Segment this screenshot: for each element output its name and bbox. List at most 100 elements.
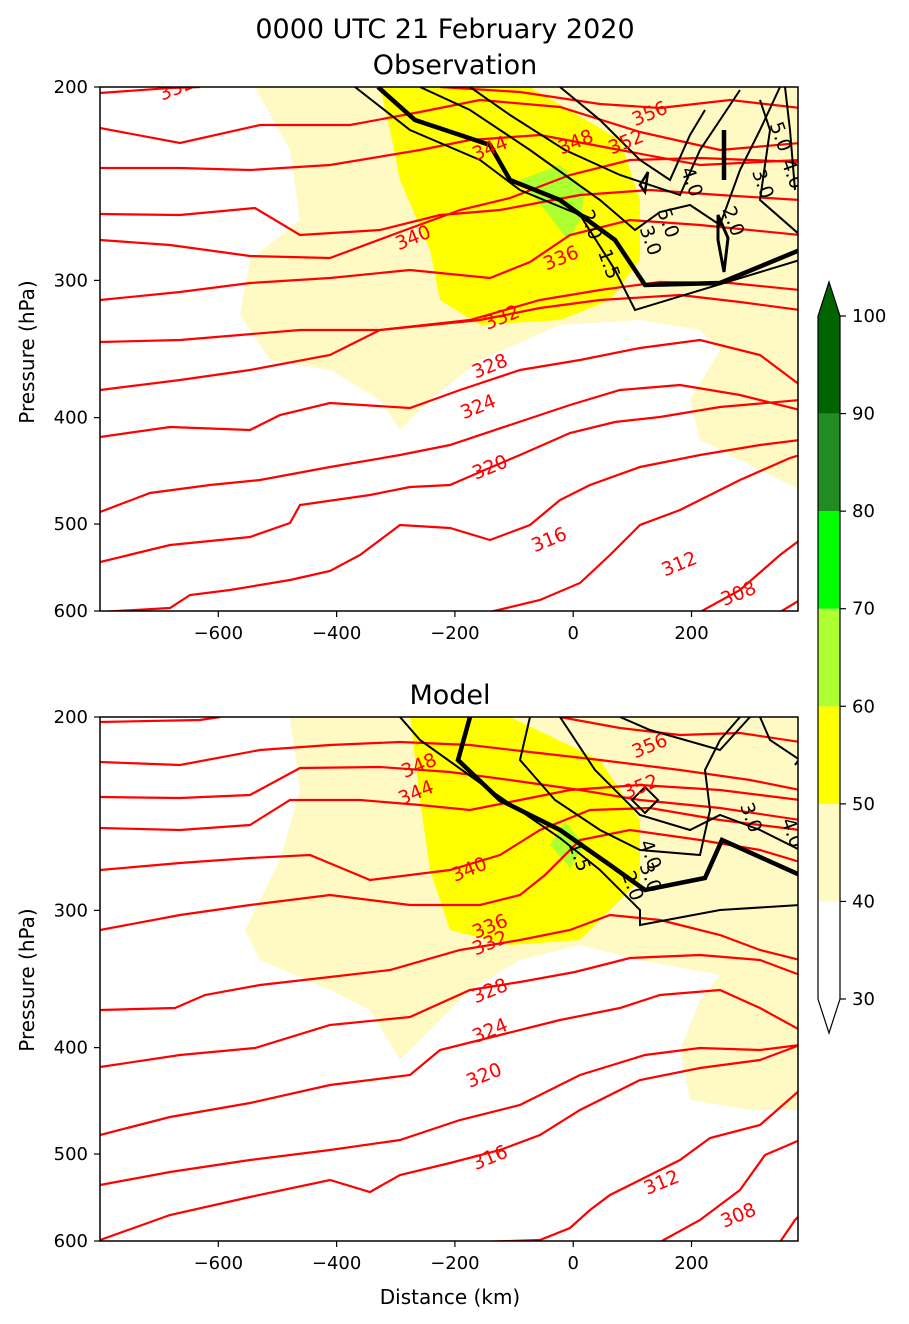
model-theta-340 [100, 783, 798, 832]
obs-pv-labels: 4.05.03.04.02.02.01.53.05.0 [575, 119, 798, 282]
obs-theta-332 [100, 218, 798, 302]
colorbar-segment [818, 901, 840, 999]
obs-pv-2-closed [716, 214, 730, 273]
model-ylabel: Pressure (hPa) [15, 908, 39, 1051]
colorbar-tick-label: 60 [852, 696, 875, 717]
obs-pv-3-right [758, 99, 798, 235]
obs-theta-296 [779, 599, 798, 611]
model-theta-356 [559, 717, 798, 743]
model-pv-contours [399, 717, 798, 927]
model-theta-328 [100, 913, 798, 1012]
obs-xtick-label: −200 [430, 623, 479, 644]
colorbar-ticks: 30 40 50 60 70 80 90 100 [840, 306, 886, 1010]
model-theta-312 [100, 1044, 798, 1241]
colorbar-tick-label: 70 [852, 599, 875, 620]
colorbar-tick-label: 100 [852, 306, 886, 327]
obs-xtick-label: 0 [567, 623, 578, 644]
obs-xtick-label: −400 [312, 623, 361, 644]
colorbar-tick-label: 80 [852, 501, 875, 522]
obs-theta-348 [100, 98, 798, 152]
model-theta-352 [100, 717, 221, 724]
model-xtick-label: 200 [674, 1253, 708, 1274]
colorbar: 30 40 50 60 70 80 90 100 [817, 280, 886, 1035]
model-xlabel: Distance (km) [380, 1285, 520, 1309]
model-xtick-label: −400 [312, 1253, 361, 1274]
model-x-axis: −600 −400 −200 0 200 [194, 1241, 709, 1274]
model-pv-closed [630, 785, 660, 815]
obs-theta-316 [100, 383, 798, 514]
model-ytick-label: 500 [54, 1144, 88, 1165]
model-theta-332 [100, 828, 798, 932]
colorbar-extend-min [818, 999, 840, 1033]
panel-title-observation: Observation [373, 50, 537, 81]
colorbar-segment [818, 316, 840, 414]
obs-xtick-label: 200 [674, 623, 708, 644]
colorbar-segments [817, 280, 841, 1035]
colorbar-tick-label: 90 [852, 404, 875, 425]
obs-theta-308 [100, 439, 798, 611]
obs-theta-336 [100, 156, 798, 260]
model-ytick-label: 600 [54, 1231, 88, 1252]
colorbar-tick-label: 50 [852, 794, 875, 815]
obs-theta-340 [100, 188, 798, 237]
model-xtick-label: 0 [567, 1253, 578, 1274]
model-y-axis: 200 300 400 500 600 [54, 707, 100, 1252]
obs-theta-label: 320 [469, 451, 511, 485]
model-theta-label: 316 [469, 1141, 511, 1175]
obs-pv-2-small [638, 171, 650, 196]
colorbar-tick-label: 40 [852, 891, 875, 912]
model-plot-area: 356348352344340336332328324320316312308 … [100, 717, 798, 1241]
obs-theta-324 [100, 293, 798, 392]
model-ytick-label: 300 [54, 900, 88, 921]
model-theta-308 [479, 1090, 798, 1241]
obs-x-axis: −600 −400 −200 0 200 [194, 611, 709, 644]
obs-ytick-label: 400 [54, 408, 88, 429]
model-pv-2-thick [455, 717, 798, 893]
colorbar-extend-max [818, 282, 840, 316]
obs-theta-label: 312 [658, 547, 700, 581]
model-ytick-label: 400 [54, 1038, 88, 1059]
model-frame [99, 716, 799, 1242]
model-pv-1.5 [399, 717, 798, 927]
model-theta-label: 312 [641, 1166, 683, 1200]
model-pv-5 [619, 717, 751, 752]
obs-theta-label: 316 [528, 523, 570, 557]
obs-xtick-label: −600 [194, 623, 243, 644]
model-xtick-label: −600 [194, 1253, 243, 1274]
obs-ylabel: Pressure (hPa) [15, 280, 39, 423]
panel-title-model: Model [409, 680, 490, 711]
figure-title: 0000 UTC 21 February 2020 [255, 14, 634, 45]
panel-model: 356348352344340336332328324320316312308 … [15, 707, 799, 1309]
model-theta-320 [100, 988, 798, 1137]
obs-theta-304 [489, 454, 798, 611]
colorbar-segment [818, 511, 840, 609]
model-theta-316 [100, 1044, 798, 1187]
obs-pv-4 [469, 87, 741, 197]
obs-pv-2-thick [376, 87, 798, 288]
obs-pv-3 [419, 87, 781, 232]
model-theta-label: 324 [469, 1014, 511, 1048]
colorbar-segment [818, 803, 840, 902]
model-pv-3 [518, 717, 741, 857]
model-theta-348 [100, 740, 798, 791]
obs-theta-label: 308 [718, 577, 760, 611]
colorbar-tick-label: 30 [852, 989, 875, 1010]
model-theta-300 [779, 1215, 798, 1241]
model-pv-4 [559, 717, 798, 851]
model-theta-324 [100, 953, 798, 1069]
colorbar-segment [818, 608, 840, 707]
obs-ytick-label: 600 [54, 601, 88, 622]
obs-theta-320 [100, 338, 798, 439]
obs-pv-4-right [784, 87, 796, 191]
model-theta-contours [100, 717, 798, 1241]
obs-ytick-label: 500 [54, 514, 88, 535]
model-theta-label: 320 [463, 1059, 505, 1093]
model-theta-336 [100, 806, 798, 882]
model-ytick-label: 200 [54, 707, 88, 728]
obs-frame [99, 86, 799, 612]
colorbar-segment [818, 706, 840, 804]
obs-theta-label: 352 [156, 71, 198, 105]
model-theta-304 [659, 1139, 798, 1241]
obs-y-axis: 200 300 400 500 600 [54, 77, 100, 622]
